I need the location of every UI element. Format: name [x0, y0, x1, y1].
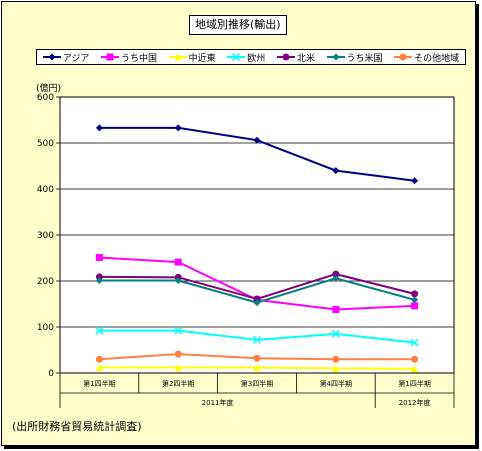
- legend-swatch: [101, 53, 120, 61]
- x-tick-label: 第2四半期: [162, 379, 194, 388]
- data-point: [174, 326, 183, 335]
- data-point: [411, 290, 419, 298]
- data-point: [253, 295, 261, 303]
- legend-item: アジア: [42, 51, 90, 64]
- legend-item: 中近東: [168, 51, 216, 64]
- data-point: [174, 277, 182, 285]
- y-tick-label: 200: [37, 277, 54, 287]
- data-point: [253, 363, 261, 371]
- data-point: [252, 335, 262, 344]
- y-tick-label: 0: [48, 369, 54, 379]
- source-note: (出所財務省貿易統計調査): [12, 420, 142, 433]
- legend-label: うち米国: [346, 53, 383, 64]
- y-tick-label: 100: [37, 323, 54, 333]
- data-point: [95, 355, 103, 363]
- legend-swatch: [227, 53, 246, 61]
- chart-title: 地域別推移(輸出): [189, 15, 287, 35]
- legend-label: その他地域: [414, 53, 460, 64]
- series-0: [95, 124, 419, 185]
- year-group-label: 2011年度: [202, 398, 234, 407]
- x-tick-label: 第1四半期: [83, 379, 115, 388]
- x-tick-label: 第3四半期: [241, 379, 273, 388]
- data-point: [411, 302, 419, 310]
- data-point: [253, 354, 261, 362]
- legend-marker: [332, 53, 340, 61]
- legend-swatch: [168, 53, 187, 61]
- data-point: [95, 363, 103, 371]
- plot-border: [59, 96, 455, 374]
- series-3: [95, 326, 419, 347]
- legend-item: うち中国: [101, 51, 157, 64]
- data-point: [95, 326, 104, 335]
- data-point: [332, 355, 340, 363]
- series-5: [95, 274, 419, 307]
- legend-marker: [399, 53, 407, 61]
- legend-label: うち中国: [121, 53, 158, 64]
- legend-swatch: [326, 53, 345, 61]
- data-point: [332, 270, 340, 278]
- data-point: [95, 254, 103, 262]
- legend: アジア うち中国 中近東 欧州 北米 うち米国 その他地域: [36, 49, 466, 65]
- legend-swatch: [394, 53, 413, 61]
- legend-label: 欧州: [247, 53, 266, 64]
- x-tick-label: 第4四半期: [320, 379, 352, 388]
- legend-item: 欧州: [227, 51, 265, 64]
- data-point: [411, 355, 419, 363]
- data-point: [253, 136, 261, 144]
- legend-marker: [282, 53, 290, 61]
- legend-item: 北米: [276, 51, 315, 64]
- legend-marker: [232, 53, 241, 61]
- data-point: [95, 277, 103, 285]
- data-point: [253, 299, 261, 307]
- data-point: [174, 258, 182, 266]
- year-group-label: 2012年度: [399, 398, 431, 407]
- legend-label: アジア: [62, 53, 90, 64]
- legend-marker: [174, 53, 182, 61]
- data-point: [95, 124, 103, 132]
- legend-item: うち米国: [326, 51, 383, 64]
- legend-item: その他地域: [394, 51, 459, 64]
- legend-swatch: [42, 53, 61, 61]
- y-tick-label: 600: [37, 93, 54, 103]
- series-6: [95, 350, 419, 363]
- data-point: [332, 364, 340, 372]
- data-point: [331, 329, 340, 338]
- y-tick-label: 400: [37, 185, 54, 195]
- data-point: [411, 177, 419, 185]
- data-point: [174, 363, 182, 371]
- legend-marker: [48, 53, 56, 61]
- data-point: [411, 365, 419, 373]
- data-point: [95, 273, 103, 281]
- data-point: [332, 306, 340, 314]
- data-point: [332, 167, 340, 175]
- data-point: [332, 274, 340, 282]
- x-tick-label: 第1四半期: [398, 379, 430, 388]
- series-2: [95, 363, 419, 373]
- data-point: [411, 296, 419, 304]
- legend-label: 中近東: [188, 53, 216, 64]
- legend-label: 北米: [296, 53, 315, 64]
- y-tick-label: 300: [37, 231, 54, 241]
- data-point: [410, 338, 419, 347]
- legend-swatch: [276, 53, 295, 61]
- data-point: [174, 124, 182, 132]
- y-axis-label: (億円): [36, 82, 61, 94]
- data-point: [174, 350, 182, 358]
- y-tick-label: 500: [37, 139, 54, 149]
- legend-marker: [106, 53, 114, 61]
- series-4: [95, 270, 419, 303]
